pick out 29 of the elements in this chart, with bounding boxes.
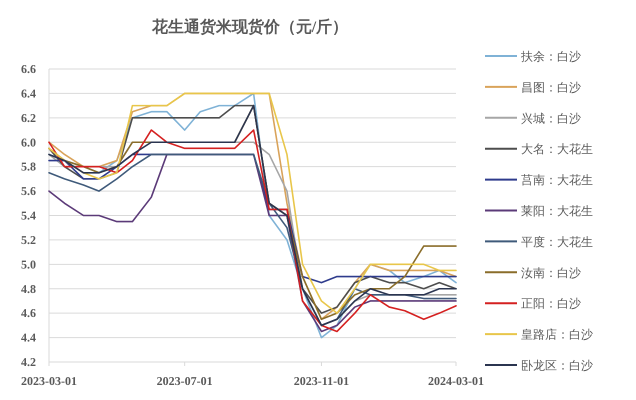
y-tick-label: 6.2 xyxy=(21,110,36,125)
legend-label: 平度：大花生 xyxy=(521,234,593,249)
y-tick-label: 5.4 xyxy=(21,208,36,222)
y-tick-label: 4.6 xyxy=(21,306,36,320)
legend-label: 扶余：白沙 xyxy=(520,50,581,64)
legend-label: 昌图：白沙 xyxy=(521,80,581,94)
y-tick-label: 5.2 xyxy=(21,232,36,247)
legend-label: 卧龙区：白沙 xyxy=(521,358,593,372)
y-tick-label: 6.4 xyxy=(21,86,36,100)
legend-label: 莒南：大花生 xyxy=(521,173,593,188)
y-tick-label: 6.0 xyxy=(21,135,36,150)
y-tick-label: 5.8 xyxy=(21,160,36,174)
x-tick-label: 2023-03-01 xyxy=(21,374,77,388)
y-tick-label: 4.4 xyxy=(21,330,36,345)
y-tick-label: 6.6 xyxy=(21,62,36,76)
x-tick-label: 2024-03-01 xyxy=(428,374,484,388)
x-tick-label: 2023-07-01 xyxy=(156,374,213,388)
legend-label: 大名：大花生 xyxy=(521,142,593,156)
y-tick-label: 4.2 xyxy=(21,355,36,369)
y-tick-label: 5.6 xyxy=(21,184,36,198)
legend-label: 莱阳：大花生 xyxy=(521,204,593,218)
x-tick-label: 2023-11-01 xyxy=(294,374,350,388)
legend-label: 皇路店：白沙 xyxy=(521,328,593,342)
y-tick-label: 5.0 xyxy=(21,257,36,272)
legend-label: 汝南：白沙 xyxy=(521,266,581,280)
chart-title: 花生通货米现货价（元/斤） xyxy=(150,18,348,36)
y-tick-label: 4.8 xyxy=(21,282,36,296)
legend-label: 兴城：白沙 xyxy=(521,111,581,126)
legend-label: 正阳：白沙 xyxy=(521,296,581,311)
